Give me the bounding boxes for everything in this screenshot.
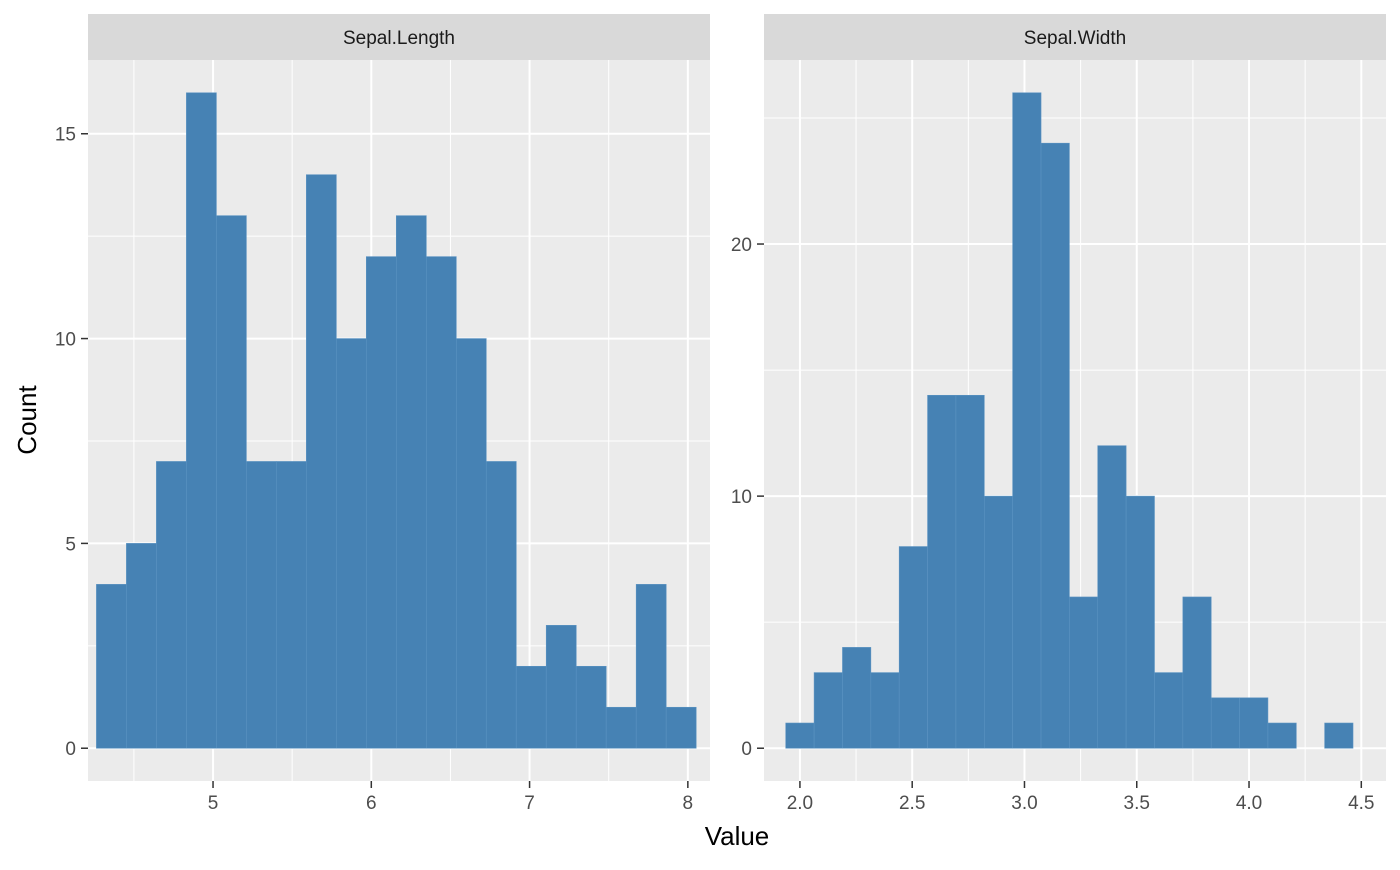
histogram-bar	[455, 338, 487, 749]
histogram-bar	[336, 338, 367, 749]
histogram-bar	[870, 672, 900, 749]
histogram-bar	[485, 461, 517, 749]
histogram-bar	[186, 92, 217, 749]
x-tick-label: 8	[683, 793, 694, 814]
panel-2: Sepal.Width 2.0 2.5 3.0 3.5 4.0 4.5 0 10 20	[731, 14, 1386, 814]
histogram-bar	[1069, 596, 1099, 749]
y-tick-label: 15	[55, 125, 76, 146]
y-tick-label: 5	[65, 534, 76, 555]
histogram-bar	[246, 461, 277, 749]
histogram-bar	[1097, 445, 1127, 749]
histogram-bar	[955, 394, 985, 749]
x-tick-label: 2.0	[787, 793, 813, 814]
histogram-bar	[842, 647, 872, 749]
histogram-bar	[1012, 92, 1042, 749]
x-tick-label: 4.0	[1236, 793, 1262, 814]
facet-strip-label: Sepal.Width	[1024, 28, 1126, 49]
histogram-bar	[1154, 672, 1184, 749]
facet-strip-label: Sepal.Length	[343, 28, 455, 49]
panel-1: Sepal.Length 5 6 7 8 0 5 10 15	[55, 14, 710, 814]
histogram-bar	[306, 174, 337, 749]
x-tick-label: 3.5	[1124, 793, 1150, 814]
histogram-bar	[545, 625, 577, 749]
histogram-bar	[366, 256, 397, 749]
histogram-bar	[515, 665, 547, 749]
y-tick-label: 20	[731, 235, 752, 256]
histogram-bar	[1125, 495, 1155, 749]
y-tick-label: 0	[741, 739, 752, 760]
y-axis-title: Count	[12, 385, 42, 455]
histogram-bar	[665, 706, 697, 749]
histogram-bar	[126, 543, 157, 749]
histogram-bar	[395, 215, 427, 749]
histogram-bar	[813, 672, 843, 749]
histogram-bar	[1040, 142, 1070, 749]
y-tick-label: 0	[65, 739, 76, 760]
x-axis-title: Value	[705, 821, 770, 851]
facet-strip	[88, 14, 710, 60]
histogram-bar	[605, 706, 637, 749]
x-tick-label: 4.5	[1348, 793, 1374, 814]
histogram-bar	[575, 665, 607, 749]
histogram-bar	[984, 495, 1013, 749]
histogram-bar	[1324, 722, 1354, 749]
histogram-bar	[1182, 596, 1212, 749]
x-tick-label: 3.0	[1011, 793, 1037, 814]
y-tick-label: 10	[731, 487, 752, 508]
histogram-bar	[1267, 722, 1297, 749]
histogram-bar	[425, 256, 457, 749]
x-tick-label: 5	[208, 793, 219, 814]
histogram-bar	[276, 461, 307, 749]
histogram-bar	[156, 461, 187, 749]
histogram-bar	[927, 394, 957, 749]
x-tick-label: 6	[366, 793, 377, 814]
x-tick-label: 7	[524, 793, 535, 814]
histogram-bar	[1239, 697, 1269, 749]
x-tick-label: 2.5	[899, 793, 925, 814]
histogram-bar	[1210, 697, 1240, 749]
histogram-bar	[898, 546, 928, 749]
histogram-bar	[635, 584, 667, 749]
histogram-bar	[785, 722, 815, 749]
y-tick-label: 10	[55, 330, 76, 351]
facet-strip	[764, 14, 1386, 60]
histogram-bar	[216, 215, 247, 749]
histogram-bar	[96, 584, 127, 749]
